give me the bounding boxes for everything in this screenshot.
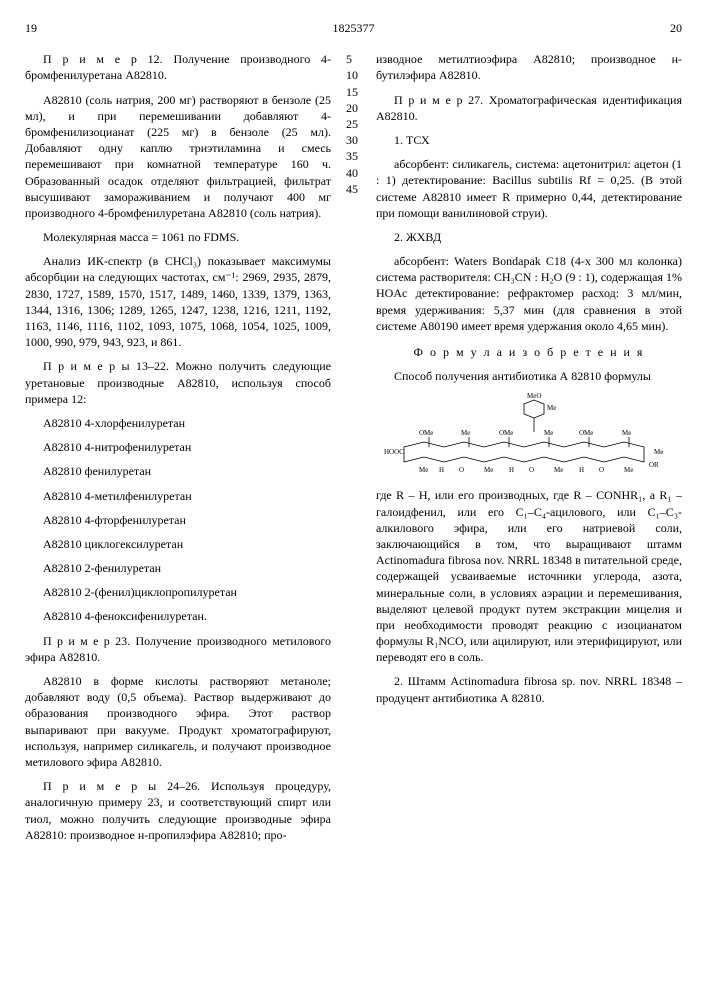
invention-formula-title: Ф о р м у л а и з о б р е т е н и я xyxy=(376,344,682,360)
examples-13-22: П р и м е р ы 13–22. Можно получить след… xyxy=(25,358,331,407)
line-number: 40 xyxy=(346,166,358,180)
example-12-title: П р и м е р 12. Получение производного 4… xyxy=(25,51,331,83)
svg-text:H: H xyxy=(439,466,444,474)
example-23-title: П р и м е р 23. Получение производного м… xyxy=(25,633,331,665)
svg-text:MeO: MeO xyxy=(527,392,541,400)
svg-text:Me: Me xyxy=(419,466,428,474)
svg-text:H: H xyxy=(509,466,514,474)
list-item: A82810 фенилуретан xyxy=(25,463,331,479)
svg-text:Me: Me xyxy=(544,429,553,437)
list-item: A82810 4-метилфенилуретан xyxy=(25,488,331,504)
list-item: A82810 4-фторфенилуретан xyxy=(25,512,331,528)
chemical-formula: MeO Me HOOC OMe Me OMe Me OMe Me Me H O … xyxy=(376,392,682,482)
formula-svg: MeO Me HOOC OMe Me OMe Me OMe Me Me H O … xyxy=(376,392,682,482)
svg-text:OMe: OMe xyxy=(579,429,593,437)
formula-description: где R – H, или его производных, где R – … xyxy=(376,487,682,665)
molecular-mass: Молекулярная масса = 1061 по FDMS. xyxy=(25,229,331,245)
claim-2: 2. Штамм Actinomadura fibrosa sp. nov. N… xyxy=(376,673,682,705)
example-27-title: П р и м е р 27. Хроматографическая идент… xyxy=(376,92,682,124)
line-number: 20 xyxy=(346,101,358,115)
svg-text:OMe: OMe xyxy=(419,429,433,437)
zhkhvd-body: абсорбент: Waters Bondapak C18 (4-х 300 … xyxy=(376,253,682,334)
svg-text:H: H xyxy=(579,466,584,474)
svg-text:Me: Me xyxy=(622,429,631,437)
page-number-left: 19 xyxy=(25,20,37,36)
svg-text:Me: Me xyxy=(554,466,563,474)
page-header: 19 1825377 20 xyxy=(25,20,682,36)
right-column: изводное метилтиоэфира A82810; производн… xyxy=(376,51,682,851)
svg-text:O: O xyxy=(459,466,464,474)
list-item: A82810 4-хлорфенилуретан xyxy=(25,415,331,431)
line-number: 5 xyxy=(346,52,352,66)
continuation-text: изводное метилтиоэфира A82810; производн… xyxy=(376,51,682,83)
patent-number: 1825377 xyxy=(37,20,670,36)
list-item: A82810 2-(фенил)циклопропилуретан xyxy=(25,584,331,600)
svg-text:Me: Me xyxy=(547,404,556,412)
zhkhvd-title: 2. ЖХВД xyxy=(376,229,682,245)
line-number: 30 xyxy=(346,133,358,147)
ik-spectrum: Анализ ИК-спектр (в CHCl₃) показывает ма… xyxy=(25,253,331,350)
svg-text:OMe: OMe xyxy=(499,429,513,437)
content-columns: П р и м е р 12. Получение производного 4… xyxy=(25,51,682,851)
method-intro: Способ получения антибиотика А 82810 фор… xyxy=(376,368,682,384)
example-23-body: A82810 в форме кислоты растворяют метано… xyxy=(25,673,331,770)
svg-text:O: O xyxy=(599,466,604,474)
tcx-title: 1. ТСХ xyxy=(376,132,682,148)
page-number-right: 20 xyxy=(670,20,682,36)
list-item: A82810 циклогексилуретан xyxy=(25,536,331,552)
list-item: A82810 4-нитрофенилуретан xyxy=(25,439,331,455)
list-item: A82810 2-фенилуретан xyxy=(25,560,331,576)
svg-text:HOOC: HOOC xyxy=(384,448,404,456)
svg-text:Me: Me xyxy=(624,466,633,474)
line-number: 45 xyxy=(346,182,358,196)
svg-text:O: O xyxy=(529,466,534,474)
example-12-body: A82810 (соль натрия, 200 мг) растворяют … xyxy=(25,92,331,222)
line-number: 15 xyxy=(346,85,358,99)
list-item: A82810 4-феноксифенилуретан. xyxy=(25,608,331,624)
left-column: П р и м е р 12. Получение производного 4… xyxy=(25,51,331,851)
line-number: 25 xyxy=(346,117,358,131)
svg-text:Me: Me xyxy=(461,429,470,437)
tcx-body: абсорбент: силикагель, система: ацетонит… xyxy=(376,156,682,221)
svg-text:Me: Me xyxy=(484,466,493,474)
svg-text:Me: Me xyxy=(654,448,663,456)
line-numbers: 5 10 15 20 25 30 35 40 45 xyxy=(346,51,361,851)
line-number: 10 xyxy=(346,68,358,82)
examples-24-26: П р и м е р ы 24–26. Используя процедуру… xyxy=(25,778,331,843)
line-number: 35 xyxy=(346,149,358,163)
svg-text:OR: OR xyxy=(649,461,659,469)
